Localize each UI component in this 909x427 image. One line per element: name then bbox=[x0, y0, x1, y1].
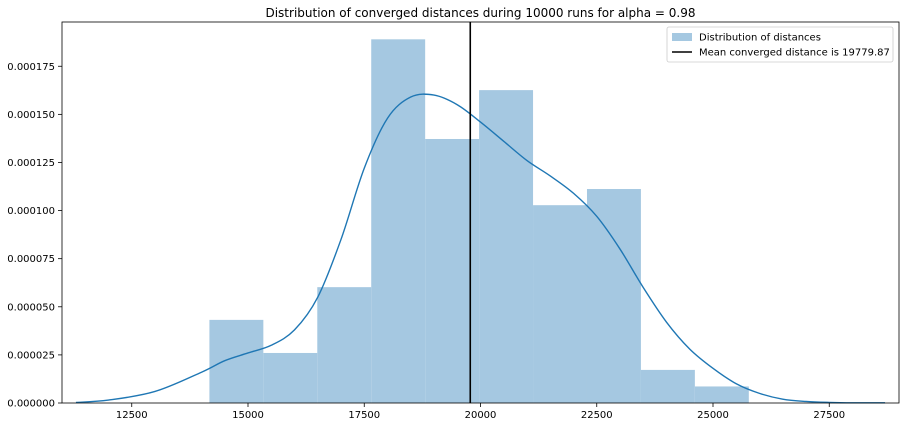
histogram-bar bbox=[371, 39, 426, 404]
legend-label: Distribution of distances bbox=[699, 33, 821, 44]
x-tick-label: 27500 bbox=[813, 410, 845, 421]
histogram-bar bbox=[586, 189, 641, 403]
histogram-bar bbox=[479, 90, 534, 404]
y-tick-label: 0.000075 bbox=[7, 254, 55, 265]
y-tick-label: 0.000000 bbox=[7, 399, 55, 410]
legend-box bbox=[666, 26, 894, 63]
y-tick-label: 0.000050 bbox=[7, 302, 55, 313]
histogram-bars bbox=[209, 39, 749, 404]
legend-patch bbox=[672, 33, 692, 41]
y-tick-label: 0.000150 bbox=[7, 110, 55, 121]
histogram-bar bbox=[263, 352, 318, 403]
plot-area bbox=[61, 21, 900, 404]
x-tick-label: 22500 bbox=[581, 410, 613, 421]
legend-label: Mean converged distance is 19779.87 bbox=[699, 48, 890, 59]
x-tick-label: 12500 bbox=[116, 410, 148, 421]
x-tick-label: 25000 bbox=[697, 410, 729, 421]
histogram-bar bbox=[209, 319, 264, 403]
y-tick-label: 0.000100 bbox=[7, 206, 55, 217]
y-axis: 0.000000 0.000025 0.000050 0.000075 0.000100… bbox=[7, 62, 62, 410]
y-tick-label: 0.000175 bbox=[7, 62, 55, 73]
chart-title: Distribution of converged distances duri… bbox=[265, 6, 695, 20]
legend: Distribution of distances Mean converged … bbox=[666, 26, 894, 63]
y-tick-label: 0.000125 bbox=[7, 158, 55, 169]
kde-curve-layer bbox=[75, 93, 886, 404]
kde-curve bbox=[75, 93, 886, 404]
x-tick-label: 20000 bbox=[465, 410, 497, 421]
histogram-bar bbox=[317, 287, 372, 403]
x-axis: 12500 15000 17500 20000 22500 25000 27500 bbox=[116, 403, 845, 421]
x-tick-label: 15000 bbox=[232, 410, 264, 421]
histogram-bar bbox=[640, 369, 695, 403]
y-tick-label: 0.000025 bbox=[7, 350, 55, 361]
x-tick-label: 17500 bbox=[348, 410, 380, 421]
histogram-bar bbox=[533, 205, 587, 403]
histogram-bar bbox=[694, 386, 749, 403]
